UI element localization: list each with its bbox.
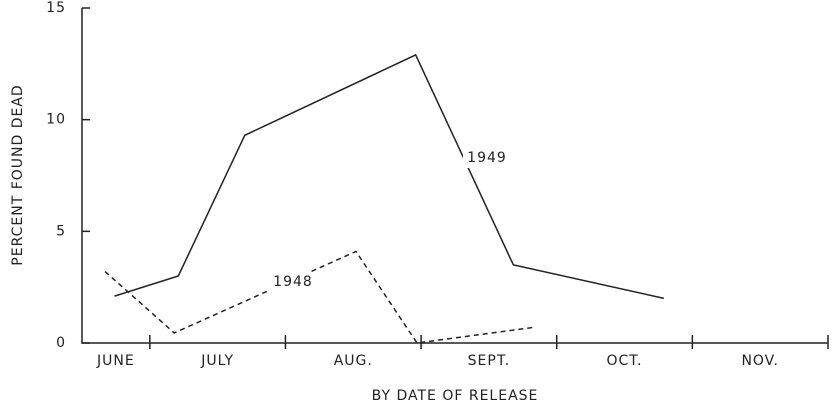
x-category-label: OCT. [606,353,642,369]
x-category-label: NOV. [741,353,778,369]
series-line [114,53,665,300]
x-category-label: SEPT. [468,353,511,369]
series-line [104,250,534,344]
y-tick-label: 10 [46,112,66,128]
x-axis-label: BY DATE OF RELEASE [372,388,539,404]
x-category-label: JUNE [96,353,135,369]
label-background [269,272,317,292]
series-label: 1948 [273,274,313,290]
axes [81,8,828,344]
series-label: 1949 [467,150,507,166]
x-category-label: JULY [200,353,234,369]
y-tick-label: 0 [56,335,66,351]
label-background [463,148,511,168]
y-tick-label: 5 [56,223,66,239]
y-tick-label: 15 [46,0,66,16]
x-category-label: AUG. [334,353,373,369]
y-axis-label: PERCENT FOUND DEAD [10,84,26,265]
